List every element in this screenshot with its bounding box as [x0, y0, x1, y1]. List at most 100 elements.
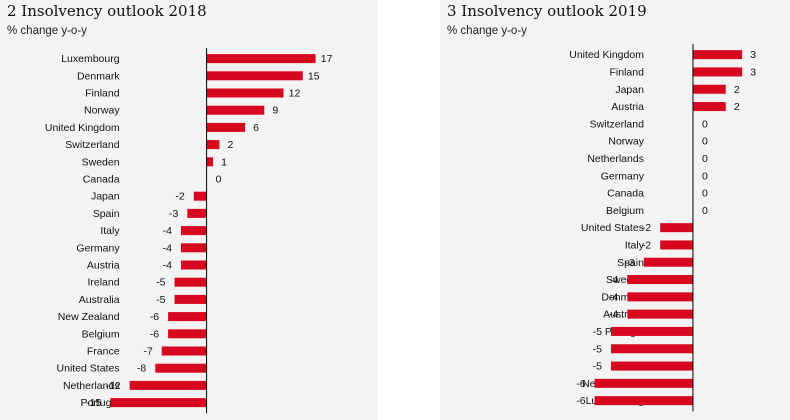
bar-france	[610, 361, 693, 371]
category-label-norway: Norway	[608, 136, 644, 148]
bar-chart-2019: United Kingdom 3 Finland 3 Japan 2 Austria 2 Swi…	[569, 44, 756, 412]
chart-panel-2019: 3 Insolvency outlook 2019 % change y-o-y…	[440, 0, 790, 420]
category-label-spain: Spain	[93, 208, 120, 220]
value-label-ireland: -5	[156, 277, 165, 289]
value-label-netherlands: 0	[702, 153, 708, 165]
value-label-new-zealand: -6	[576, 378, 585, 390]
category-label-netherlands: Netherlands	[587, 153, 644, 165]
value-label-portugal: -5	[593, 326, 602, 338]
value-label-austria: -4	[163, 260, 172, 272]
bar-spain	[643, 257, 693, 267]
bar-new-zealand	[594, 378, 693, 388]
value-label-austria: 2	[734, 101, 740, 113]
bar-germany	[180, 243, 207, 253]
bar-portugal	[610, 326, 693, 336]
bar-switzerland	[206, 140, 220, 150]
category-label-switzerland: Switzerland	[65, 139, 119, 151]
category-label-portugal: Portugal	[80, 397, 119, 409]
category-label-finland: Finland	[610, 66, 645, 78]
category-label-japan: Japan	[615, 84, 644, 96]
bar-sweden	[627, 275, 693, 285]
bar-norway	[206, 105, 265, 115]
value-label-italy: -2	[642, 239, 651, 251]
bar-austria	[180, 260, 207, 270]
bar-new-zealand	[168, 312, 207, 322]
value-label-italy: -4	[163, 225, 172, 237]
bar-spain	[187, 208, 207, 218]
category-label-spain: Spain	[617, 257, 644, 269]
category-label-ireland: Ireland	[87, 277, 119, 289]
category-label-united-states: United States	[57, 363, 120, 375]
value-label-switzerland: 0	[702, 118, 708, 130]
bar-sweden	[206, 157, 213, 167]
category-label-united-kingdom: United Kingdom	[569, 49, 644, 61]
bar-italy	[180, 226, 207, 236]
category-label-canada: Canada	[83, 174, 120, 186]
value-label-switzerland: 2	[227, 139, 233, 151]
chart-subtitle-2018: % change y-o-y	[7, 25, 87, 37]
value-label-denmark: -4	[609, 291, 618, 303]
category-label-italy: Italy	[625, 239, 645, 251]
bar-austria	[692, 102, 726, 112]
value-label-united-kingdom: 6	[253, 122, 259, 134]
value-label-united-states: -2	[642, 222, 651, 234]
category-label-belgium: Belgium	[82, 328, 120, 340]
category-label-luxembourg: Luxembourg	[61, 53, 120, 65]
category-label-norway: Norway	[84, 105, 120, 117]
value-label-portugal: -15	[86, 397, 101, 409]
category-label-germany: Germany	[601, 170, 645, 182]
value-label-new-zealand: -6	[150, 311, 159, 323]
category-label-belgium: Belgium	[606, 205, 644, 217]
bar-france	[161, 346, 207, 356]
value-label-netherlands: -12	[105, 380, 120, 392]
value-label-united-states: -8	[137, 363, 146, 375]
category-label-new-zealand: New Zealand	[58, 311, 120, 323]
bar-belgium	[168, 329, 207, 339]
category-label-sweden: Sweden	[82, 156, 120, 168]
value-label-luxembourg: 17	[321, 53, 333, 65]
value-label-spain: -3	[625, 257, 634, 269]
chart-title-2018: 2 Insolvency outlook 2018	[7, 2, 207, 20]
value-label-belgium: -6	[150, 328, 159, 340]
category-label-australia: Australia	[79, 294, 120, 306]
bar-finland	[206, 88, 284, 98]
bar-united-states	[660, 223, 693, 233]
bar-denmark	[206, 71, 303, 81]
value-label-ireland: -5	[593, 343, 602, 355]
category-label-italy: Italy	[100, 225, 120, 237]
bar-luxembourg	[594, 396, 693, 406]
value-label-canada: 0	[216, 174, 222, 186]
bar-japan	[193, 191, 207, 201]
value-label-denmark: 15	[308, 70, 320, 82]
value-label-france: -5	[593, 361, 602, 373]
value-label-belgium: 0	[702, 205, 708, 217]
value-label-germany: -4	[163, 242, 172, 254]
category-label-finland: Finland	[85, 88, 120, 100]
value-label-sweden: -4	[609, 274, 618, 286]
category-label-switzerland: Switzerland	[590, 118, 644, 130]
category-label-germany: Germany	[76, 242, 120, 254]
value-label-united-kingdom: 3	[750, 49, 756, 61]
bar-italy	[660, 240, 693, 250]
bar-netherlands	[129, 380, 207, 390]
bar-ireland	[174, 277, 207, 287]
category-label-united-states: United States	[581, 222, 644, 234]
value-label-australia: -4	[609, 309, 618, 321]
value-label-spain: -3	[169, 208, 178, 220]
category-label-united-kingdom: United Kingdom	[45, 122, 120, 134]
bar-chart-2018: Luxembourg 17 Denmark 15 Finland 12 Norway 9 Uni…	[45, 48, 333, 414]
value-label-germany: 0	[702, 170, 708, 182]
value-label-france: -7	[143, 346, 152, 358]
value-label-japan: 2	[734, 84, 740, 96]
value-label-sweden: 1	[221, 156, 227, 168]
value-label-australia: -5	[156, 294, 165, 306]
value-label-finland: 3	[750, 66, 756, 78]
category-label-austria: Austria	[87, 260, 120, 272]
bar-luxembourg	[206, 54, 316, 64]
chart-title-2019: 3 Insolvency outlook 2019	[447, 2, 647, 20]
bar-finland	[692, 67, 743, 77]
bar-australia	[174, 294, 207, 304]
chart-subtitle-2019: % change y-o-y	[447, 25, 527, 37]
bar-ireland	[610, 344, 693, 354]
category-label-denmark: Denmark	[77, 70, 120, 82]
